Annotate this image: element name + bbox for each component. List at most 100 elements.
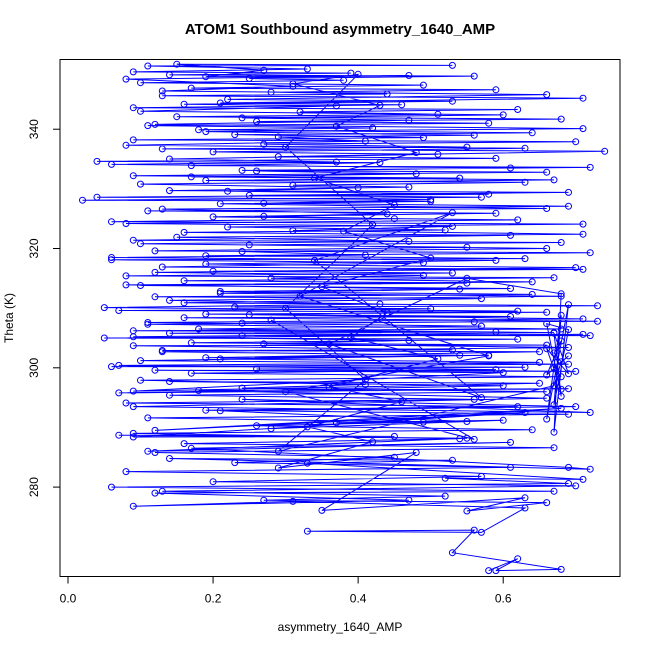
data-point bbox=[579, 330, 587, 338]
data-point bbox=[507, 164, 514, 172]
data-point bbox=[550, 382, 558, 390]
data-point bbox=[129, 172, 137, 180]
data-point bbox=[122, 141, 130, 149]
data-point bbox=[332, 122, 340, 130]
data-point bbox=[303, 459, 311, 467]
data-point bbox=[354, 70, 362, 78]
data-point bbox=[405, 183, 413, 191]
data-point bbox=[376, 159, 384, 167]
data-point bbox=[296, 108, 304, 116]
data-point bbox=[144, 319, 152, 326]
data-point bbox=[565, 344, 572, 351]
data-point bbox=[463, 507, 471, 515]
data-point bbox=[274, 133, 282, 141]
data-point bbox=[122, 281, 130, 289]
data-point bbox=[536, 348, 543, 356]
data-point bbox=[340, 76, 348, 84]
data-point bbox=[405, 496, 413, 504]
data-point bbox=[260, 212, 268, 220]
data-point bbox=[543, 371, 551, 379]
data-point bbox=[361, 381, 369, 388]
data-point bbox=[456, 285, 464, 293]
data-point bbox=[463, 243, 471, 251]
data-point bbox=[216, 289, 224, 297]
data-point bbox=[463, 279, 471, 287]
data-point bbox=[173, 60, 181, 68]
data-point bbox=[289, 181, 297, 189]
data-point bbox=[289, 227, 297, 235]
data-point bbox=[572, 403, 580, 411]
data-point bbox=[557, 565, 565, 573]
data-point bbox=[158, 348, 166, 356]
data-point bbox=[499, 369, 507, 377]
data-point bbox=[253, 118, 261, 125]
data-point bbox=[180, 100, 188, 108]
data-point bbox=[398, 101, 406, 109]
data-point bbox=[325, 383, 333, 391]
data-point bbox=[108, 218, 115, 226]
data-point bbox=[586, 249, 594, 257]
data-point bbox=[115, 361, 123, 369]
data-point bbox=[115, 389, 123, 397]
data-point bbox=[129, 333, 137, 341]
data-point bbox=[267, 316, 275, 324]
data-point bbox=[448, 346, 456, 354]
data-point bbox=[485, 190, 493, 198]
data-point bbox=[137, 180, 144, 188]
data-point bbox=[543, 245, 551, 252]
data-point bbox=[390, 432, 398, 440]
data-point bbox=[434, 110, 442, 118]
data-point bbox=[557, 115, 565, 123]
data-point bbox=[557, 373, 565, 381]
chart-title: ATOM1 Southbound asymmetry_1640_AMP bbox=[185, 21, 495, 38]
data-point bbox=[122, 399, 130, 407]
data-point bbox=[441, 226, 449, 234]
data-point bbox=[565, 188, 572, 196]
data-point bbox=[565, 385, 572, 393]
data-point bbox=[405, 237, 413, 245]
data-point bbox=[521, 144, 529, 152]
data-point bbox=[173, 233, 181, 241]
data-point bbox=[195, 126, 203, 134]
data-point bbox=[245, 241, 253, 249]
data-point bbox=[514, 216, 522, 224]
data-point bbox=[166, 71, 173, 79]
data-point bbox=[166, 296, 173, 304]
data-point bbox=[303, 65, 311, 73]
data-point bbox=[361, 376, 369, 384]
x-tick-label: 0.0 bbox=[60, 592, 77, 606]
data-point bbox=[129, 433, 137, 441]
data-point bbox=[282, 143, 290, 151]
data-point bbox=[521, 178, 529, 186]
data-point bbox=[369, 124, 377, 132]
data-point bbox=[158, 92, 166, 100]
data-point bbox=[550, 364, 558, 372]
data-point bbox=[398, 398, 406, 406]
data-point bbox=[245, 75, 253, 82]
data-point bbox=[369, 221, 377, 229]
data-point bbox=[289, 80, 297, 88]
data-point bbox=[390, 453, 398, 461]
data-point bbox=[456, 435, 464, 443]
data-point bbox=[543, 415, 551, 423]
data-point bbox=[456, 351, 464, 359]
data-point bbox=[311, 256, 319, 264]
data-point bbox=[376, 101, 384, 109]
data-point bbox=[507, 463, 514, 471]
data-point bbox=[521, 409, 529, 416]
data-point bbox=[166, 155, 173, 163]
data-point bbox=[434, 150, 442, 158]
series-points bbox=[79, 60, 609, 575]
data-point bbox=[289, 82, 297, 90]
data-point bbox=[463, 434, 471, 442]
data-point bbox=[507, 438, 514, 446]
data-point bbox=[521, 255, 529, 263]
data-point bbox=[202, 354, 210, 362]
data-point bbox=[441, 474, 449, 482]
data-point bbox=[144, 122, 152, 130]
data-point bbox=[543, 499, 551, 507]
data-point bbox=[151, 426, 159, 434]
data-point bbox=[151, 489, 159, 497]
data-point bbox=[166, 455, 173, 462]
data-point bbox=[492, 366, 500, 374]
